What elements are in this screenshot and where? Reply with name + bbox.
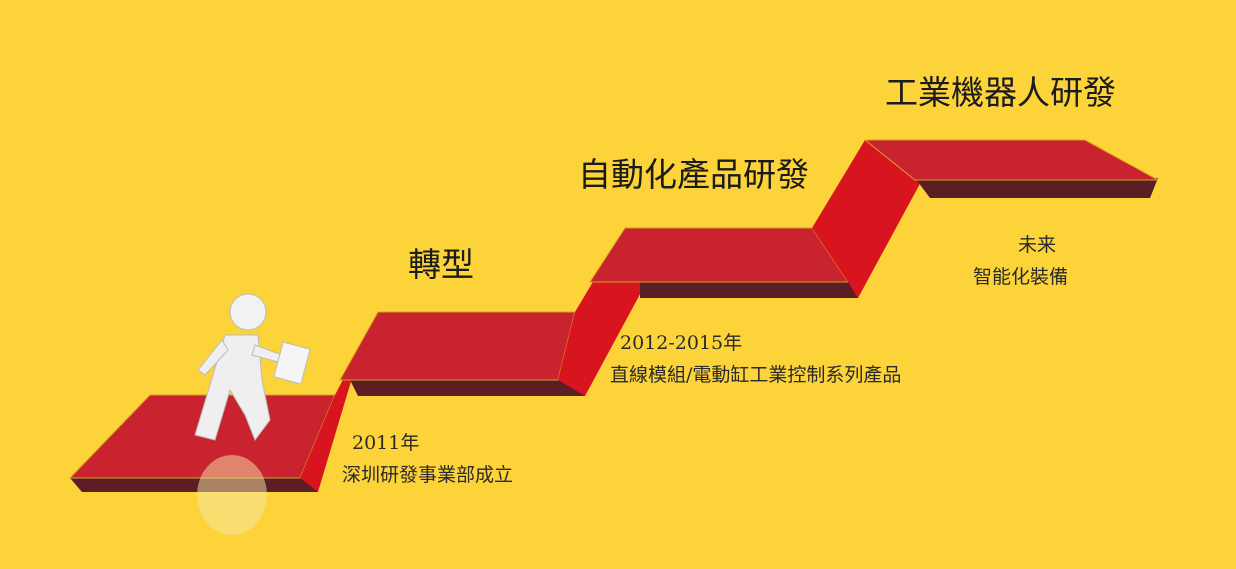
stage-4-year: 未来 [1018, 234, 1057, 256]
stage-2-desc: 直線模組/電動缸工業控制系列產品 [610, 364, 902, 386]
stage-4-desc: 智能化裝備 [973, 266, 1069, 288]
stage-4-title: 工業機器人研發 [885, 73, 1116, 112]
step-4-top [863, 139, 1159, 181]
step-4-underside [915, 178, 1158, 198]
step-2-top [339, 311, 576, 381]
riser-3 [812, 140, 922, 298]
walking-person-with-briefcase-icon [194, 293, 311, 535]
step-3-underside [640, 282, 858, 298]
stage-1-year: 2011年 [352, 432, 420, 454]
stage-2-title: 轉型 [408, 245, 474, 284]
stage-1-desc: 深圳研發事業部成立 [342, 464, 514, 486]
step-2-underside [350, 380, 585, 396]
stage-3-title: 自動化產品研發 [578, 155, 809, 194]
step-3-top [589, 227, 849, 283]
step-1-underside [70, 478, 318, 492]
stage-2-year: 2012-2015年 [620, 332, 743, 354]
